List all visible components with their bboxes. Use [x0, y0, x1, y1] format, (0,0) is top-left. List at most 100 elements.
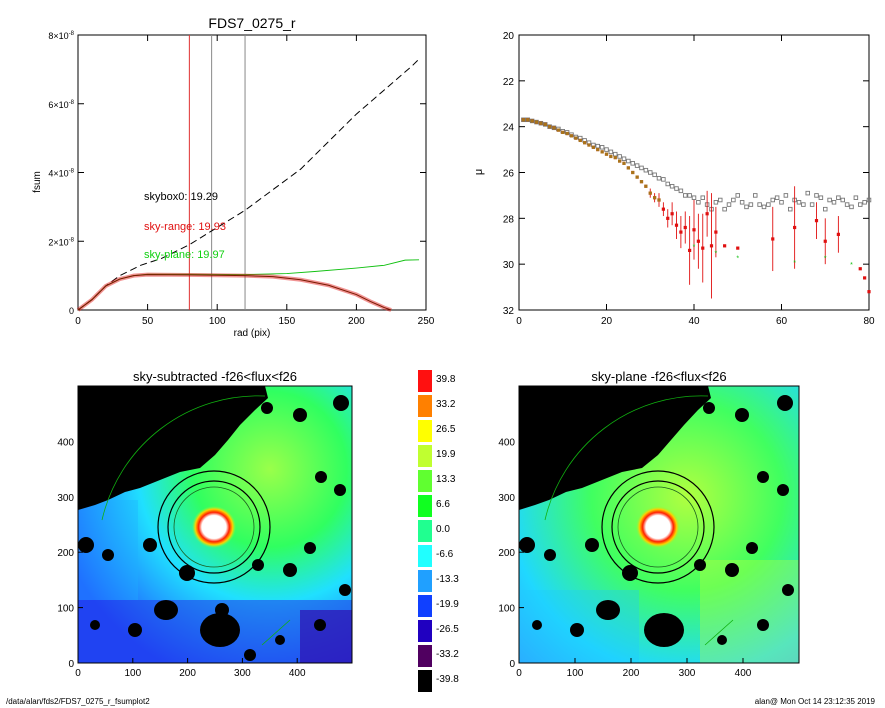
skybox-profile-point: [823, 206, 828, 212]
colorbar-label: -13.3: [436, 574, 459, 585]
x-tick-label: 0: [75, 668, 81, 679]
colorbar: 39.8 33.2 26.5 19.9 13.3 6.6 0.0 -6.6 -13.3 -19.9…: [418, 370, 459, 692]
sky-range-profile-point-overlap: [635, 175, 639, 179]
skybox-profile-point: [608, 149, 614, 155]
skybox-profile-point: [604, 147, 609, 152]
skybox-profile-point: [796, 200, 802, 205]
sky-range-profile-point: [863, 276, 867, 280]
growth-curve-frame: [77, 34, 427, 311]
sky-range-profile-point-overlap: [552, 126, 556, 130]
sky-range-profile-point-overlap: [548, 125, 552, 129]
y-tick-label: 2×10-8: [48, 237, 74, 247]
sky-range-profile-point: [867, 290, 871, 294]
sky-range-profile-point: [836, 232, 840, 236]
sky-range-profile-point: [714, 230, 718, 234]
skybox-profile-point: [551, 125, 557, 131]
sky-range-profile-point: [661, 207, 665, 211]
sky-range-profile-point: [670, 212, 674, 216]
sky-range-profile-point-overlap: [609, 154, 613, 159]
colorbar-swatch: [418, 495, 432, 517]
annotation-sky-range: sky-range: 19.93: [144, 221, 226, 233]
sky-range-profile-point: [679, 230, 683, 234]
y-tick-exponent: -8: [69, 237, 75, 243]
y-tick-label: 100: [57, 604, 74, 615]
x-tick-label: 40: [688, 316, 700, 327]
sky-subtracted-image-panel: sky-subtracted -f26<flux<f26: [57, 369, 353, 679]
colorbar-label: -6.6: [436, 549, 454, 560]
colorbar-swatch: [418, 670, 432, 692]
sky-range-profile-point: [666, 216, 670, 220]
skybox-profile-point: [753, 193, 758, 198]
colorbar-label: -39.8: [436, 674, 459, 685]
skybox-profile-point: [661, 177, 666, 182]
y-tick-label: 400: [57, 437, 74, 448]
sky-range-profile-point-overlap: [521, 118, 525, 122]
colorbar-label: 26.5: [436, 424, 456, 435]
x-tick-label: 100: [567, 668, 584, 679]
colorbar-label: 33.2: [436, 399, 456, 410]
sky-range-profile-point: [683, 225, 687, 230]
sky-range-profile-point: [688, 248, 692, 253]
skybox-profile-point: [858, 202, 863, 207]
x-tick-label: 300: [679, 668, 696, 679]
sky-plane-image-panel: sky-plane -f26<flux<f26: [498, 369, 800, 679]
y-tick-label: 300: [57, 493, 74, 504]
x-tick-label: 400: [735, 668, 752, 679]
sky-range-profile-point: [823, 239, 827, 243]
sky-range-profile-point-overlap: [539, 121, 543, 125]
y-tick-exponent: -8: [69, 100, 75, 106]
skybox-profile-point: [599, 145, 605, 150]
y-tick-label: 20: [503, 31, 515, 42]
y-tick-label: 0: [69, 306, 74, 316]
skybox-profile-point: [766, 202, 771, 207]
skybox-profile-point: [652, 172, 657, 178]
colorbar-label: 19.9: [436, 449, 456, 460]
sky-range-profile-point-overlap: [556, 128, 560, 132]
x-tick-label: 100: [209, 316, 226, 327]
skybox-profile-point: [543, 122, 548, 127]
y-tick-label: 4×10-8: [48, 169, 74, 179]
sky-plane-profile-point: *: [793, 260, 796, 267]
colorbar-swatch: [418, 420, 432, 442]
growth-curve-xlabel: rad (pix): [234, 328, 271, 339]
sky-subtracted-axes: 0 100 200 300 400 0 100 200 300 400: [57, 437, 306, 679]
sky-range-profile-point: [692, 228, 696, 232]
x-tick-label: 80: [863, 316, 875, 327]
skybox-profile-point: [678, 188, 684, 194]
surface-brightness-panel: 0 20 40 60 80 20 22 24 26 28 30 32 * * * * * * μ: [473, 31, 875, 327]
skybox-profile-point: [683, 193, 688, 198]
sky-plane-axes: 0 100 200 300 400 0 100 200 300 400: [498, 437, 751, 679]
skybox-profile-point: [656, 175, 662, 181]
skybox-profile-point: [770, 197, 776, 203]
skybox-profile-point: [726, 202, 732, 207]
x-tick-label: 50: [142, 316, 154, 327]
skybox-profile-point: [617, 154, 622, 159]
growth-curve-title: FDS7_0275_r: [208, 15, 296, 31]
y-tick-label: 28: [503, 214, 515, 225]
x-tick-label: 200: [348, 316, 365, 327]
skybox-profile-point: [696, 200, 701, 205]
skybox-profile-point: [525, 117, 531, 123]
skybox-profile-point: [739, 200, 745, 205]
y-tick-label: 100: [498, 604, 515, 615]
skybox-profile-point: [630, 161, 636, 166]
sky-range-profile-point-overlap: [644, 184, 648, 188]
sky-range-profile-point-overlap: [657, 198, 661, 202]
skybox-profile-point: [634, 163, 640, 168]
colorbar-label: -19.9: [436, 599, 459, 610]
sky-range-profile-point: [736, 246, 740, 250]
skybox-profile-point: [691, 195, 697, 200]
y-tick-label: 30: [503, 260, 515, 271]
y-tick-label: 26: [503, 169, 515, 180]
skybox-profile-point: [639, 165, 644, 171]
sky-range-profile-point-overlap: [648, 191, 652, 195]
y-tick-label: 6×10-8: [48, 100, 74, 110]
skybox-profile-point: [700, 195, 706, 200]
y-tick-label: 0: [68, 659, 74, 670]
sky-range-profile-point-overlap: [618, 159, 622, 163]
skybox-profile-point: [643, 167, 649, 173]
growth-curve-plot-area: 0 50 100 150 200 250 0 2×10-8 4×10-8 6×10-8 8×10-8: [48, 31, 434, 327]
skybox-profile-point: [529, 118, 535, 124]
skybox-profile-point: [779, 200, 784, 205]
